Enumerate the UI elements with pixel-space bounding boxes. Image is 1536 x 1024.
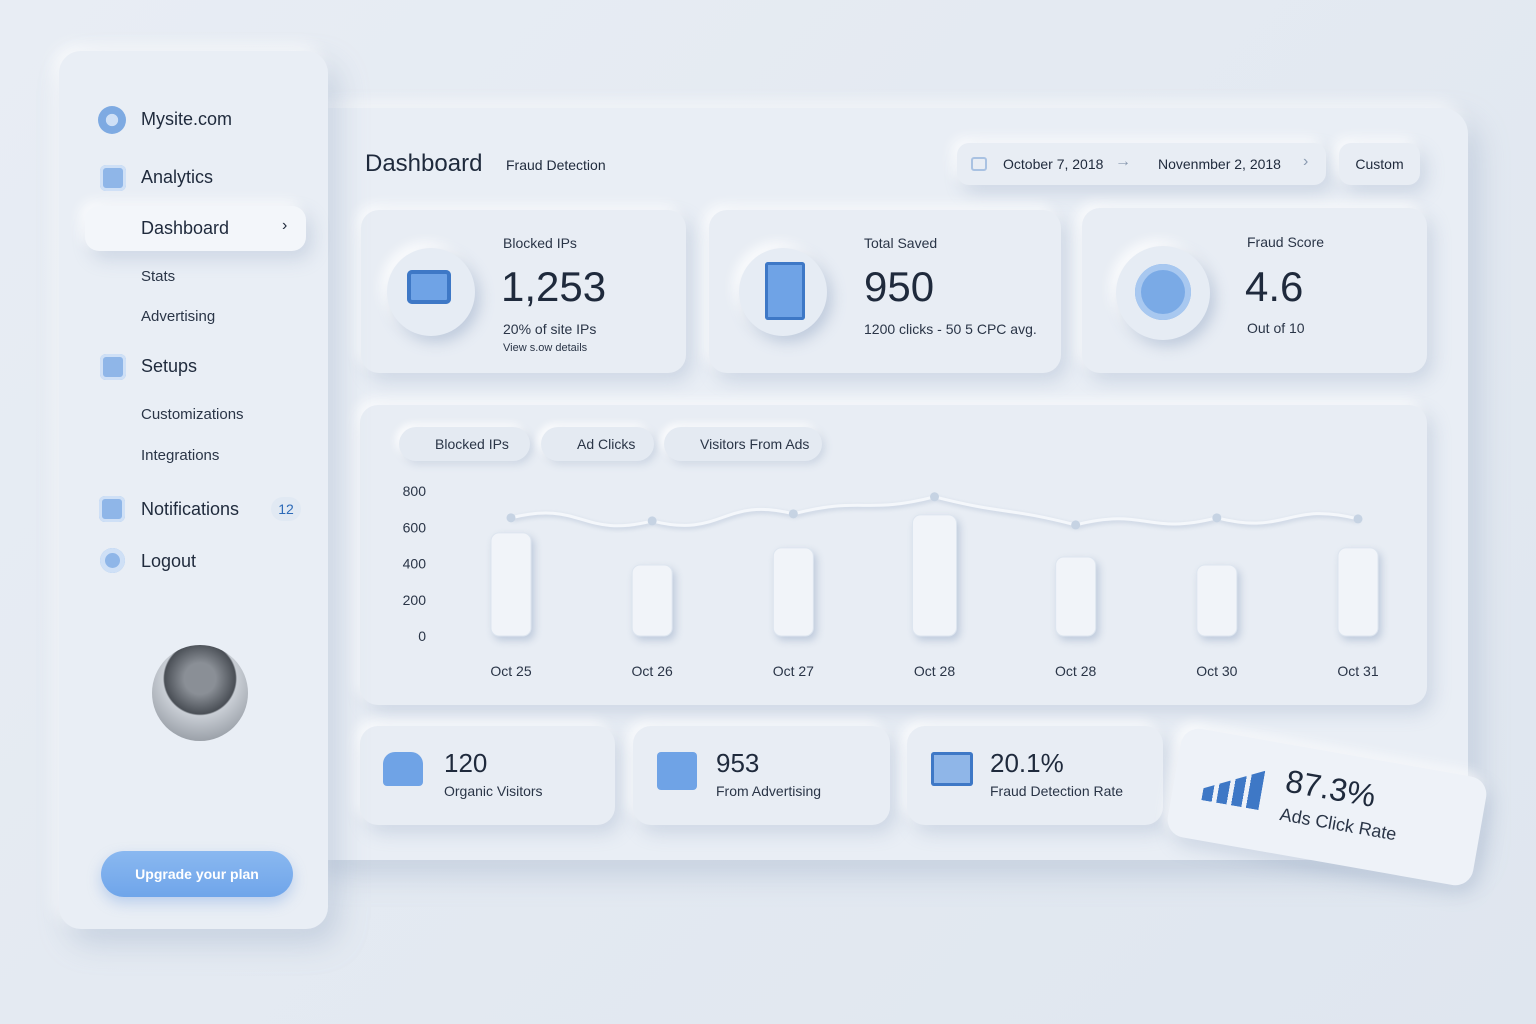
kpi-label: Fraud Score [1247,234,1325,250]
x-tick-label: Oct 27 [773,663,814,679]
stat-label: Ads Click Rate [1278,804,1399,845]
kpi-value: 950 [864,263,935,310]
kpi-label: Total Saved [864,235,938,251]
chart: 0 200 400 600 800 Oct 25 Oct 26 Oct 27 Oct 28 Oct… [403,483,1379,679]
nav-item[interactable]: Notifications [141,499,240,519]
range-button[interactable]: Custom [1339,143,1420,185]
date-end[interactable]: Novenmber 2, 2018 [1158,156,1281,172]
icon [99,496,125,522]
y-tick-label: 600 [403,519,427,535]
line-point [1212,513,1222,523]
chevron: › [1303,153,1309,170]
x-tick-label: Oct 25 [490,663,531,679]
upgrade-button[interactable]: Upgrade your plan [101,851,293,897]
nav-item[interactable]: Integrations [141,447,220,464]
icon [931,752,973,786]
y-tick-label: 400 [403,556,427,572]
line-point [788,509,798,519]
y-tick-label: 200 [403,592,427,608]
legend-item[interactable]: Blocked IPs [399,427,530,461]
avatar [152,645,248,741]
icon [657,752,697,790]
nav-item[interactable]: Analytics [141,167,214,187]
nav-item[interactable]: Stats [141,268,176,285]
x-tick-label: Oct 28 [914,663,955,679]
kpi-value: 4.6 [1245,263,1304,310]
icon [765,262,805,320]
nav-active[interactable] [85,206,306,251]
bar [1337,547,1379,637]
icon [383,752,423,786]
line-point [1353,514,1363,524]
icon [1201,761,1265,810]
calendar-icon [971,157,987,171]
line-point [647,516,657,526]
legend-item[interactable]: Visitors From Ads [664,427,822,461]
icon [100,548,125,573]
y-tick-label: 800 [403,483,427,499]
nav-item[interactable]: Advertising [141,308,216,325]
kpi-note: 1200 clicks - 50 5 CPC avg. [864,321,1037,337]
icon [100,354,126,380]
x-tick-label: Oct 28 [1055,663,1096,679]
bar [1196,564,1238,637]
badge: 12 [271,497,301,521]
line-point [506,513,516,523]
kpi-note: Out of 10 [1247,320,1305,336]
kpi-note: 20% of site IPs [503,321,597,337]
line-point [1071,520,1081,530]
date-start[interactable]: October 7, 2018 [1003,156,1104,172]
y-tick-label: 0 [418,628,426,644]
icon [1135,264,1191,320]
chart-panel [360,405,1427,705]
bar [772,547,814,637]
x-tick-label: Oct 31 [1337,663,1378,679]
stat-value: 953 [716,748,760,778]
date-range[interactable] [957,143,1326,185]
brand-logo [98,106,126,134]
nav-item[interactable]: Logout [141,551,197,571]
kpi-value: 1,253 [501,263,607,310]
stat-value: 20.1% [990,748,1064,778]
nav-item[interactable]: Dashboard [141,218,230,238]
kpi-link[interactable]: View s.ow details [503,342,588,354]
bar [490,532,532,637]
legend-item[interactable]: Ad Clicks [541,427,654,461]
icon [100,165,126,191]
x-tick-label: Oct 26 [632,663,673,679]
page-subtitle: Fraud Detection [506,157,606,173]
chevron: › [282,217,288,234]
stat-label: Organic Visitors [444,783,543,799]
sidebar [59,51,328,929]
nav-item[interactable]: Customizations [141,406,244,423]
bar [912,514,957,637]
brand[interactable]: Mysite.com [141,109,233,129]
kpi-label: Blocked IPs [503,235,577,251]
stat-value: 120 [444,748,488,778]
icon [407,270,451,304]
bar [1055,556,1097,637]
stat-label: Fraud Detection Rate [990,783,1124,799]
line-point [930,492,939,502]
x-tick-label: Oct 30 [1196,663,1237,679]
page-title: Dashboard [365,150,483,177]
stat-label: From Advertising [716,783,822,799]
nav-item[interactable]: Setups [141,356,198,376]
arrow: → [1115,153,1131,170]
bar [631,564,673,637]
